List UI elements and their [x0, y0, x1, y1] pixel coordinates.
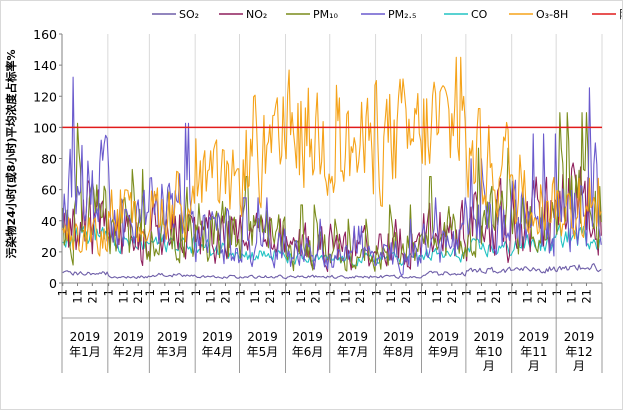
x-tick-label: 1	[369, 289, 383, 296]
x-tick-label: 21	[218, 289, 232, 304]
x-tick-label: 11	[204, 289, 218, 304]
x-tick-label: 1	[505, 289, 519, 296]
x-tick-label: 21	[489, 289, 503, 304]
x-tick-label: 21	[353, 289, 367, 304]
month-year-label: 2019	[157, 330, 188, 344]
x-tick-label: 21	[85, 289, 99, 304]
x-tick-label: 1	[415, 289, 429, 296]
x-tick-label: 1	[56, 289, 70, 296]
series-line	[62, 112, 602, 272]
month-year-label: 2019	[113, 330, 144, 344]
month-year-label: 2019	[383, 330, 414, 344]
month-year-label: 2019	[474, 330, 505, 344]
y-tick-label: 140	[33, 58, 57, 73]
x-tick-label: 11	[520, 289, 534, 304]
month-year-label: 2019	[70, 330, 101, 344]
month-label: 年2月	[113, 345, 145, 359]
series-line	[62, 76, 602, 276]
x-tick-label: 11	[158, 289, 172, 304]
month-label: 年1月	[69, 345, 101, 359]
y-tick-label: 160	[33, 27, 57, 42]
x-tick-label: 21	[309, 289, 323, 304]
month-label: 月	[573, 359, 585, 373]
series-line	[62, 263, 602, 280]
x-tick-label: 11	[71, 289, 85, 304]
series-line	[62, 56, 602, 257]
y-tick-label: 100	[33, 120, 57, 135]
legend-label: SO₂	[179, 8, 199, 21]
x-tick-label: 11	[116, 289, 130, 304]
month-label: 年4月	[202, 345, 234, 359]
month-label: 年12	[565, 345, 592, 359]
month-year-label: 2019	[564, 330, 595, 344]
month-label: 年5月	[247, 345, 279, 359]
y-tick-label: 120	[33, 89, 57, 104]
month-label: 年10	[475, 345, 502, 359]
month-year-label: 2019	[292, 330, 323, 344]
x-tick-label: 11	[430, 289, 444, 304]
y-tick-label: 40	[41, 214, 57, 229]
legend-label: NO₂	[246, 8, 267, 21]
legend-label: 限值	[619, 8, 623, 21]
month-label: 年9月	[428, 345, 460, 359]
legend-label: O₃-8H	[536, 8, 568, 21]
month-year-label: 2019	[428, 330, 459, 344]
x-tick-label: 1	[143, 289, 157, 296]
series-layer	[62, 56, 602, 280]
x-tick-label: 21	[173, 289, 187, 304]
x-tick-label: 1	[233, 289, 247, 296]
x-tick-label: 11	[338, 289, 352, 304]
y-axis-label: 污染物24小时(或8小时)平均浓度占标率%	[4, 49, 18, 258]
month-label: 月	[483, 359, 495, 373]
x-tick-label: 11	[384, 289, 398, 304]
month-label: 年7月	[337, 345, 369, 359]
month-year-label: 2019	[247, 330, 278, 344]
month-label: 年8月	[383, 345, 415, 359]
x-tick-label: 21	[399, 289, 413, 304]
month-label: 年3月	[156, 345, 188, 359]
x-tick-label: 11	[565, 289, 579, 304]
x-tick-label: 11	[248, 289, 262, 304]
x-tick-label: 11	[474, 289, 488, 304]
y-tick-label: 20	[41, 245, 57, 260]
x-tick-label: 1	[279, 289, 293, 296]
month-year-label: 2019	[337, 330, 368, 344]
x-tick-label: 1	[189, 289, 203, 296]
x-tick-label: 1	[550, 289, 564, 296]
x-tick-label: 21	[579, 289, 593, 304]
legend-label: PM₂.₅	[388, 8, 416, 21]
month-year-label: 2019	[519, 330, 550, 344]
legend-label: PM₁₀	[313, 8, 339, 21]
x-tick-label: 1	[324, 289, 338, 296]
y-tick-label: 60	[41, 183, 57, 198]
y-tick-label: 0	[49, 276, 57, 291]
x-tick-label: 21	[445, 289, 459, 304]
x-tick-label: 21	[131, 289, 145, 304]
month-label: 年11	[520, 345, 547, 359]
legend: SO₂ NO₂ PM₁₀ PM₂.₅ CO O₃-8H 限值	[152, 8, 623, 21]
month-label: 年6月	[292, 345, 324, 359]
y-tick-label: 80	[41, 152, 57, 167]
month-year-label: 2019	[202, 330, 233, 344]
month-label: 月	[528, 359, 540, 373]
x-tick-label: 1	[460, 289, 474, 296]
legend-label: CO	[471, 8, 488, 21]
x-tick-label: 1	[102, 289, 116, 296]
x-tick-label: 21	[263, 289, 277, 304]
x-tick-label: 11	[294, 289, 308, 304]
x-tick-label: 21	[535, 289, 549, 304]
